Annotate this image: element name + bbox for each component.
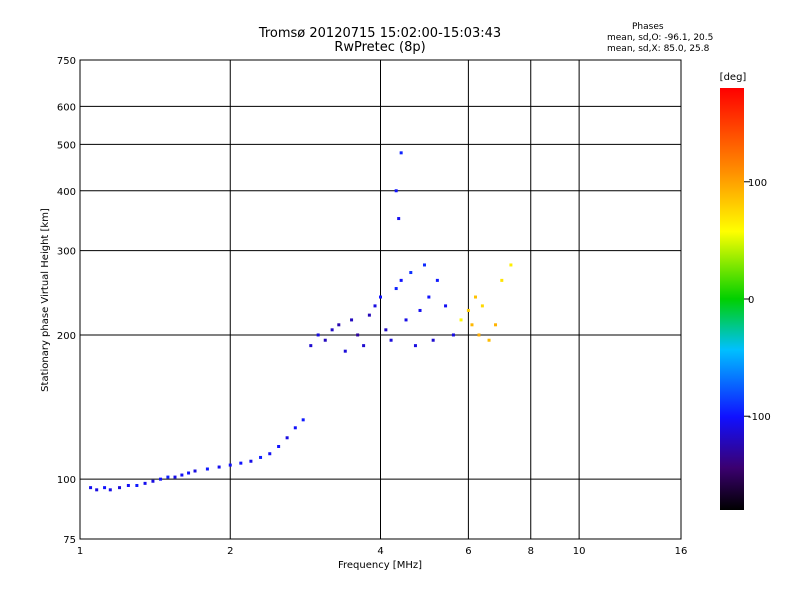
echo-point: [309, 344, 313, 348]
echo-point: [228, 463, 232, 467]
echo-point: [143, 481, 147, 485]
y-tick-label: 600: [57, 102, 76, 113]
echo-point: [373, 304, 377, 308]
echo-point: [389, 338, 393, 342]
chart-title: Tromsø 20120715 15:02:00-15:03:43: [258, 26, 502, 41]
echo-point: [397, 217, 401, 221]
echo-point: [205, 467, 209, 471]
echo-point: [384, 328, 388, 332]
x-tick-label: 8: [528, 546, 534, 557]
x-tick-label: 6: [465, 546, 471, 557]
echo-point: [293, 426, 297, 430]
y-tick-label: 75: [63, 535, 76, 546]
echo-point: [367, 313, 371, 317]
phase-note-o: mean, sd,O: -96.1, 20.5: [607, 33, 714, 43]
echo-point: [268, 452, 272, 456]
echo-point: [103, 486, 107, 490]
chart-subtitle: RwPretec (8p): [334, 40, 426, 55]
echo-point: [470, 323, 474, 327]
echo-point: [350, 318, 354, 322]
colorbar: [720, 88, 744, 510]
echo-point: [487, 338, 491, 342]
echo-point: [473, 295, 477, 299]
echo-point: [362, 344, 366, 348]
echo-point: [459, 318, 463, 322]
echo-point: [500, 278, 504, 282]
echo-point: [239, 461, 243, 465]
y-tick-label: 100: [57, 475, 76, 486]
echo-point: [166, 475, 170, 479]
echo-point: [418, 308, 422, 312]
colorbar-tick-label: 100: [748, 178, 767, 189]
echo-point: [173, 475, 177, 479]
echo-point: [343, 349, 347, 353]
y-tick-label: 500: [57, 140, 76, 151]
echo-point: [444, 304, 448, 308]
echo-point: [494, 323, 498, 327]
echo-point: [180, 473, 184, 477]
echo-point: [394, 287, 398, 291]
x-tick-label: 2: [227, 546, 233, 557]
echo-point: [466, 308, 470, 312]
echo-point: [427, 295, 431, 299]
echo-point: [422, 263, 426, 267]
x-tick-label: 4: [377, 546, 383, 557]
echo-point: [316, 333, 320, 337]
echo-point: [451, 333, 455, 337]
x-tick-label: 1: [77, 546, 83, 557]
x-tick-label: 16: [675, 546, 688, 557]
colorbar-tick-label: -100: [748, 412, 771, 423]
echo-point: [404, 318, 408, 322]
phase-note-title: Phases: [632, 22, 664, 32]
echo-point: [394, 189, 398, 193]
echo-point: [159, 477, 163, 481]
echo-point: [217, 465, 221, 469]
echo-point: [409, 271, 413, 275]
echo-point: [301, 418, 305, 422]
x-tick-label: 10: [573, 546, 586, 557]
echo-point: [135, 483, 139, 487]
echo-point: [337, 323, 341, 327]
echo-point: [413, 344, 417, 348]
y-tick-label: 400: [57, 187, 76, 198]
y-tick-label: 750: [57, 56, 76, 67]
phase-note-x: mean, sd,X: 85.0, 25.8: [607, 44, 710, 54]
echo-point: [356, 333, 360, 337]
echo-point: [249, 459, 253, 463]
echo-point: [323, 338, 327, 342]
echo-point: [399, 278, 403, 282]
echo-point: [277, 444, 281, 448]
y-tick-label: 300: [57, 247, 76, 258]
echo-point: [95, 488, 99, 492]
echo-point: [431, 338, 435, 342]
echo-point: [193, 469, 197, 473]
echo-point: [477, 333, 481, 337]
echo-point: [509, 263, 513, 267]
echo-point: [259, 455, 263, 459]
echo-point: [480, 304, 484, 308]
colorbar-label: [deg]: [720, 72, 747, 83]
colorbar-tick-label: 0: [748, 295, 754, 306]
y-axis-label: Stationary phase Virtual Height [km]: [40, 208, 51, 392]
echo-point: [118, 486, 122, 490]
echo-point: [435, 278, 439, 282]
echo-point: [399, 151, 403, 155]
x-axis-label: Frequency [MHz]: [338, 560, 422, 571]
echo-point: [89, 486, 93, 490]
echo-point: [330, 328, 334, 332]
echo-point: [187, 471, 191, 475]
echo-point: [126, 483, 130, 487]
echo-point: [379, 295, 382, 299]
y-tick-label: 200: [57, 331, 76, 342]
echo-point: [108, 488, 112, 492]
echo-point: [285, 436, 289, 440]
echo-point: [151, 479, 155, 483]
